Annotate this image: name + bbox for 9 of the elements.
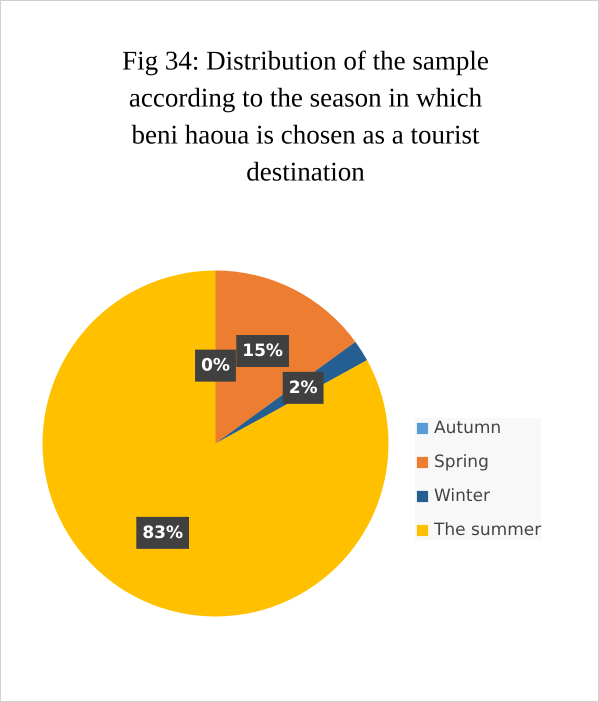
legend-label: Spring [434, 452, 489, 472]
text: 0% [201, 356, 230, 376]
legend-label: The summer [434, 520, 542, 540]
legend-label: Autumn [434, 418, 502, 438]
legend-label: Winter [434, 486, 490, 506]
chart-title: Fig 34: Distribution of the sample according to the season in which beni haoua is chosen as a tourist destination [122, 46, 489, 186]
data-label: 15% [242, 341, 283, 362]
data-label: 2% [288, 378, 318, 398]
data-label: 83% [142, 522, 184, 543]
